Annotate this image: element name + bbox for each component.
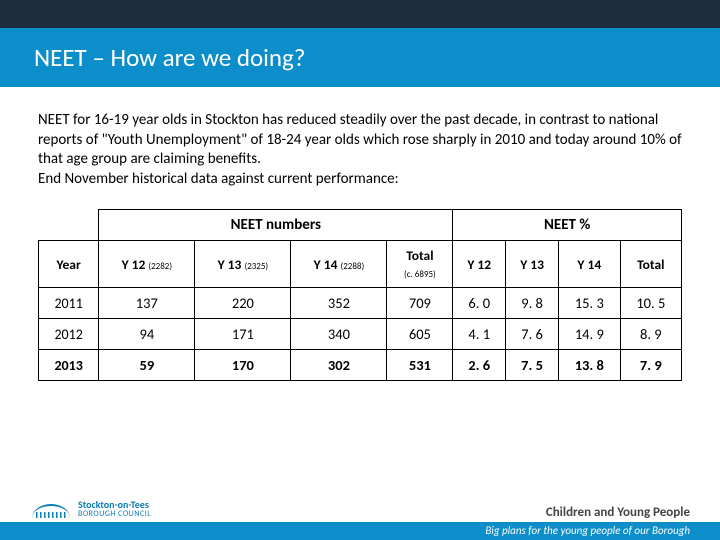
cell: 13. 8 xyxy=(559,350,621,381)
col-y12-pct: Y 12 xyxy=(453,241,506,288)
logo-text-block: Stockton-on-Tees BOROUGH COUNCIL xyxy=(78,499,151,519)
cell: 59 xyxy=(99,350,195,381)
col-y13-pct: Y 13 xyxy=(506,241,559,288)
council-logo: Stockton-on-Tees BOROUGH COUNCIL xyxy=(30,498,151,520)
col-y12-num: Y 12 (2282) xyxy=(99,241,195,288)
cell: 7. 6 xyxy=(506,319,559,350)
page-title: NEET – How are we doing? xyxy=(34,42,305,73)
col-y13-num: Y 13 (2325) xyxy=(195,241,291,288)
title-bar: NEET – How are we doing? xyxy=(0,28,720,87)
cell: 340 xyxy=(291,319,387,350)
tagline: Big plans for the young people of our Bo… xyxy=(485,524,690,537)
cell: 709 xyxy=(387,288,453,319)
cell: 171 xyxy=(195,319,291,350)
cell: 7. 5 xyxy=(506,350,559,381)
footer-ribbon: Big plans for the young people of our Bo… xyxy=(0,522,720,540)
table-row: 2012 94 171 340 605 4. 1 7. 6 14. 9 8. 9 xyxy=(39,319,682,350)
cell: 7. 9 xyxy=(620,350,681,381)
row-year: 2012 xyxy=(39,319,99,350)
table-row: 2013 59 170 302 531 2. 6 7. 5 13. 8 7. 9 xyxy=(39,350,682,381)
logo-sub-text: BOROUGH COUNCIL xyxy=(78,510,151,519)
cell: 94 xyxy=(99,319,195,350)
neet-table: NEET numbers NEET % Year Y 12 (2282) Y 1… xyxy=(38,209,682,381)
bridge-icon xyxy=(30,498,72,520)
cell: 170 xyxy=(195,350,291,381)
top-dark-bar xyxy=(0,0,720,28)
cell: 2. 6 xyxy=(453,350,506,381)
cell: 8. 9 xyxy=(620,319,681,350)
cell: 14. 9 xyxy=(559,319,621,350)
col-y14-num: Y 14 (2288) xyxy=(291,241,387,288)
row-year: 2013 xyxy=(39,350,99,381)
cell: 10. 5 xyxy=(620,288,681,319)
dept-label: Children and Young People xyxy=(546,505,690,520)
col-y14-pct: Y 14 xyxy=(559,241,621,288)
table-group-header-row: NEET numbers NEET % xyxy=(39,210,682,241)
table-corner-blank xyxy=(39,210,99,241)
cell: 15. 3 xyxy=(559,288,621,319)
content-area: NEET for 16-19 year olds in Stockton has… xyxy=(0,87,720,391)
group-header-percent: NEET % xyxy=(453,210,682,241)
table-column-header-row: Year Y 12 (2282) Y 13 (2325) Y 14 (2288)… xyxy=(39,241,682,288)
cell: 302 xyxy=(291,350,387,381)
col-total-pct: Total xyxy=(620,241,681,288)
table-row: 2011 137 220 352 709 6. 0 9. 8 15. 3 10.… xyxy=(39,288,682,319)
cell: 9. 8 xyxy=(506,288,559,319)
footer: Stockton-on-Tees BOROUGH COUNCIL Childre… xyxy=(0,474,720,540)
cell: 220 xyxy=(195,288,291,319)
cell: 137 xyxy=(99,288,195,319)
footer-top: Stockton-on-Tees BOROUGH COUNCIL Childre… xyxy=(0,474,720,522)
description-text: NEET for 16-19 year olds in Stockton has… xyxy=(38,111,682,189)
col-total-num: Total(c. 6895) xyxy=(387,241,453,288)
cell: 352 xyxy=(291,288,387,319)
cell: 4. 1 xyxy=(453,319,506,350)
cell: 531 xyxy=(387,350,453,381)
col-year: Year xyxy=(39,241,99,288)
cell: 6. 0 xyxy=(453,288,506,319)
cell: 605 xyxy=(387,319,453,350)
group-header-numbers: NEET numbers xyxy=(99,210,453,241)
row-year: 2011 xyxy=(39,288,99,319)
